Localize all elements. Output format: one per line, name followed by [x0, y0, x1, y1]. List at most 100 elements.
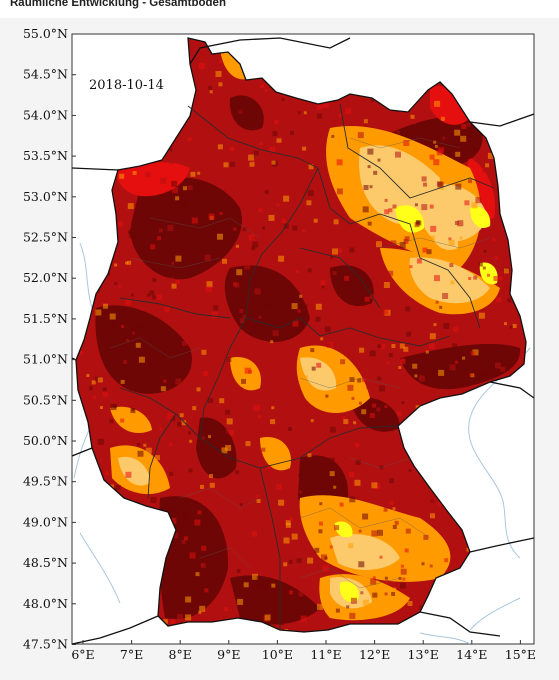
- raster-cell: [350, 369, 357, 375]
- raster-cell: [199, 605, 206, 612]
- map-panel: 55.0°N 54.5°N 54.0°N 53.5°N 53.0°N 52.5°N 52.0…: [0, 18, 559, 680]
- raster-cell: [392, 525, 397, 529]
- raster-cell: [329, 426, 336, 433]
- raster-cell: [340, 444, 344, 448]
- raster-cell: [340, 359, 346, 365]
- raster-cell: [455, 183, 462, 190]
- raster-cell: [194, 519, 201, 526]
- district-borders: [109, 137, 491, 589]
- drought-zone-extreme: [229, 95, 264, 131]
- raster-cell: [407, 601, 413, 606]
- raster-cell: [471, 202, 478, 209]
- raster-cell: [334, 525, 340, 531]
- raster-cell: [320, 280, 326, 286]
- raster-cell: [402, 120, 407, 125]
- raster-cell: [214, 447, 220, 454]
- raster-cell: [249, 161, 255, 167]
- raster-cell: [367, 221, 372, 226]
- raster-cell: [169, 148, 173, 152]
- raster-cell: [362, 206, 369, 213]
- raster-cell: [266, 546, 272, 552]
- raster-cell: [256, 575, 261, 580]
- raster-cell: [368, 104, 372, 107]
- raster-cell: [209, 482, 215, 488]
- raster-cell: [403, 346, 409, 352]
- raster-cell: [358, 529, 362, 533]
- raster-cell: [467, 159, 474, 166]
- raster-cell: [293, 150, 298, 155]
- raster-cell: [369, 185, 373, 189]
- raster-cell: [438, 369, 445, 376]
- raster-cell: [377, 529, 383, 536]
- raster-cell: [86, 374, 90, 377]
- raster-cell: [260, 84, 265, 89]
- raster-cell: [380, 344, 386, 349]
- raster-cell: [132, 171, 137, 175]
- raster-cell: [175, 279, 180, 284]
- raster-cell: [392, 507, 396, 511]
- raster-cell: [457, 220, 464, 227]
- raster-cell: [329, 545, 333, 549]
- raster-cell: [473, 275, 478, 280]
- raster-cell: [426, 249, 432, 255]
- raster-cell: [177, 421, 182, 427]
- raster-cell: [271, 583, 276, 588]
- raster-cell: [227, 534, 231, 538]
- raster-cell: [236, 269, 243, 276]
- raster-cell: [449, 263, 454, 268]
- raster-cell: [297, 309, 301, 313]
- raster-cell: [483, 250, 487, 253]
- raster-cell: [208, 85, 213, 90]
- raster-cell: [434, 275, 440, 282]
- raster-cell: [355, 294, 359, 298]
- raster-cell: [233, 227, 237, 231]
- raster-cell: [219, 398, 225, 404]
- raster-cell: [439, 305, 443, 309]
- raster-cell: [322, 565, 329, 572]
- raster-cell: [80, 351, 83, 355]
- raster-cell: [315, 316, 321, 322]
- raster-cell: [400, 564, 404, 568]
- raster-cell: [155, 455, 160, 461]
- raster-cell: [308, 164, 314, 170]
- raster-cell: [201, 349, 207, 355]
- raster-cell: [102, 391, 108, 397]
- raster-cell: [289, 517, 293, 521]
- raster-cell: [224, 607, 229, 612]
- lon-tick-label: 6°E: [71, 647, 94, 662]
- raster-cell: [478, 312, 485, 319]
- drought-zone-extreme: [350, 397, 400, 432]
- raster-cell: [504, 268, 509, 274]
- drought-zone-abnormal: [339, 581, 359, 603]
- raster-cell: [439, 318, 445, 325]
- drought-zone-moderate: [110, 406, 152, 434]
- raster-cell: [478, 262, 483, 267]
- raster-cell: [241, 378, 246, 384]
- raster-cell: [317, 603, 323, 610]
- raster-cell: [261, 447, 266, 452]
- raster-cell: [350, 597, 357, 604]
- raster-cell: [416, 258, 422, 264]
- raster-cell: [344, 275, 350, 281]
- raster-cell: [264, 614, 271, 621]
- raster-cell: [349, 247, 355, 253]
- raster-cell: [370, 578, 377, 585]
- raster-cell: [177, 613, 183, 620]
- raster-cell: [198, 62, 205, 69]
- raster-cell: [362, 513, 369, 520]
- raster-cell: [276, 484, 282, 490]
- raster-cell: [405, 306, 411, 312]
- raster-cell: [244, 367, 251, 374]
- raster-cell: [229, 488, 234, 493]
- raster-cell: [421, 149, 428, 156]
- raster-cell: [201, 545, 207, 551]
- raster-cell: [259, 408, 266, 415]
- raster-cell: [371, 482, 378, 489]
- raster-cell: [275, 132, 282, 139]
- raster-cell: [379, 385, 386, 392]
- raster-cell: [251, 246, 256, 251]
- raster-cell: [462, 356, 466, 360]
- raster-cell: [494, 256, 498, 260]
- raster-cell: [181, 539, 186, 544]
- raster-cell: [183, 186, 187, 191]
